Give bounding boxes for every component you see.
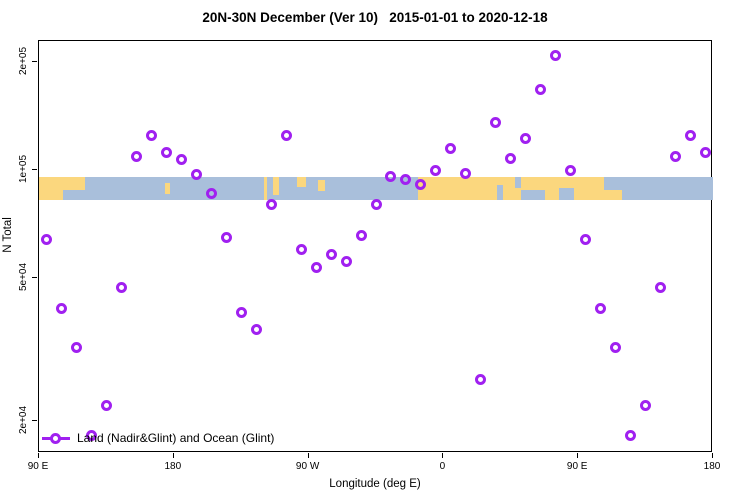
- legend-point-marker: [50, 432, 61, 444]
- data-point: [490, 116, 502, 128]
- data-point: [430, 164, 442, 176]
- data-point: [580, 234, 592, 246]
- x-axis-tick-label: 90 E: [566, 461, 588, 472]
- data-point: [175, 153, 187, 165]
- data-point: [505, 152, 517, 164]
- data-point: [250, 323, 262, 335]
- data-point: [340, 256, 352, 268]
- data-point: [685, 129, 697, 141]
- data-point: [310, 261, 322, 273]
- data-point: [415, 179, 427, 191]
- y-axis-tick-label: 1e+05: [17, 154, 29, 184]
- scatter-points-layer: [39, 41, 713, 453]
- data-point: [280, 129, 292, 141]
- map-sea-segment: [496, 185, 503, 200]
- map-sea-segment: [558, 188, 574, 200]
- x-axis-tick: [577, 453, 579, 458]
- y-axis-tick: [32, 277, 37, 278]
- x-axis-tick: [712, 453, 713, 458]
- y-axis-title: N Total: [2, 217, 14, 253]
- data-point: [370, 199, 382, 211]
- x-axis-tick: [442, 453, 444, 458]
- data-point: [700, 146, 711, 158]
- y-axis-tick: [32, 60, 37, 62]
- data-point: [190, 169, 202, 181]
- data-point: [265, 199, 277, 211]
- x-axis-tick: [38, 453, 39, 458]
- y-axis-tick-label: 2e+04: [17, 405, 29, 434]
- x-axis-title: Longitude (deg E): [329, 478, 421, 490]
- x-axis-tick-label: 90 W: [295, 461, 320, 472]
- y-axis-tick-label: 2e+05: [17, 46, 29, 76]
- map-land-segment: [264, 177, 268, 200]
- data-point: [235, 307, 247, 319]
- data-point: [70, 342, 82, 354]
- x-axis-tick: [172, 453, 174, 458]
- data-point: [100, 400, 112, 412]
- data-point: [625, 429, 637, 441]
- data-point: [550, 49, 562, 61]
- data-point: [85, 429, 97, 441]
- plot-area: Land (Nadir&Glint) and Ocean (Glint): [38, 40, 713, 453]
- data-point: [295, 244, 307, 256]
- data-point: [160, 146, 172, 158]
- map-sea-segment: [62, 189, 85, 200]
- data-point: [400, 174, 412, 186]
- map-land-segment: [272, 177, 279, 196]
- data-point: [115, 282, 127, 294]
- data-point: [655, 282, 667, 294]
- data-point: [40, 234, 52, 246]
- chart-title: 20N-30N December (Ver 10) 2015-01-01 to …: [202, 10, 548, 25]
- data-point: [520, 132, 532, 144]
- data-point: [205, 188, 217, 199]
- data-point: [445, 142, 457, 154]
- x-axis-tick-label: 180: [164, 461, 182, 472]
- data-point: [55, 303, 67, 315]
- legend-label: Land (Nadir&Glint) and Ocean (Glint): [77, 431, 275, 445]
- data-point: [130, 151, 142, 163]
- map-sea-segment: [521, 189, 546, 200]
- map-land-segment: [164, 182, 171, 195]
- data-point: [220, 231, 232, 243]
- data-point: [670, 151, 682, 163]
- map-sea-segment: [515, 177, 522, 189]
- data-point: [535, 83, 547, 95]
- data-point: [565, 164, 577, 176]
- y-axis-tick-label: 5e+04: [17, 262, 29, 292]
- data-point: [610, 342, 622, 354]
- data-point: [325, 249, 337, 261]
- y-axis-tick: [32, 169, 37, 170]
- data-point: [640, 400, 652, 412]
- map-land-segment: [317, 180, 326, 191]
- map-land-segment: [296, 177, 306, 187]
- x-axis-tick: [307, 453, 309, 458]
- data-point: [460, 167, 472, 179]
- data-point: [475, 374, 487, 386]
- x-axis-tick-label: 90 E: [27, 461, 49, 472]
- data-point: [595, 303, 607, 315]
- data-point: [145, 129, 157, 141]
- map-sea-segment: [603, 177, 622, 190]
- y-axis-tick: [32, 419, 37, 421]
- data-point: [385, 170, 397, 182]
- x-axis-tick-label: 180: [703, 461, 721, 472]
- x-axis-tick-label: 0: [439, 461, 446, 472]
- data-point: [355, 230, 367, 242]
